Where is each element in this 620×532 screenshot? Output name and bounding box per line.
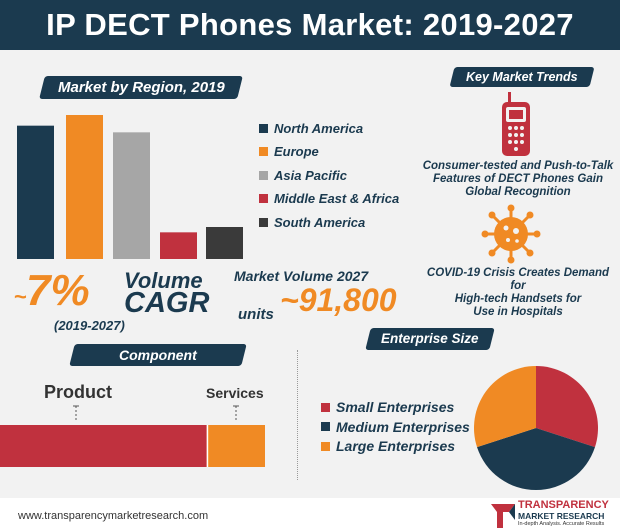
trend-2-line-2: High-tech Handsets for <box>454 293 582 305</box>
transparency-logo-icon <box>491 504 515 528</box>
legend-label: Europe <box>274 144 319 159</box>
region-legend-item: Middle East & Africa <box>259 190 399 208</box>
region-legend-item: North America <box>259 119 363 137</box>
cagr-block: ~ 7% Volume CAGR (2019-2027) <box>14 266 229 336</box>
legend-swatch <box>321 441 330 451</box>
title-bar <box>0 0 620 50</box>
legend-label: Middle East & Africa <box>274 191 400 206</box>
cagr-period: (2019-2027) <box>54 318 125 333</box>
legend-swatch <box>259 194 268 203</box>
logo-line-1: TRANSPARENCY <box>518 499 609 511</box>
region-bar-3 <box>113 132 150 259</box>
market-volume-prefix: units <box>238 306 274 323</box>
enterprise-legend-item: Large Enterprises <box>321 437 455 455</box>
region-bar-1 <box>17 125 54 260</box>
market-volume-heading: Market Volume 2027 <box>234 268 369 284</box>
legend-swatch <box>259 147 268 156</box>
region-bar-5 <box>206 227 243 259</box>
logo-tagline: In-depth Analysis. Accurate Results <box>518 521 605 527</box>
enterprise-pie-chart <box>474 366 598 490</box>
legend-swatch <box>259 170 268 180</box>
region-heading: Market by Region, 2019 <box>39 76 243 99</box>
legend-swatch <box>259 123 268 133</box>
enterprise-heading: Enterprise Size <box>365 328 495 350</box>
cagr-tilde: ~ <box>14 284 27 309</box>
services-label: Services <box>206 385 264 401</box>
enterprise-legend-item: Medium Enterprises <box>321 418 470 436</box>
enterprise-legend-item: Small Enterprises <box>321 398 454 416</box>
component-bar-services <box>206 425 265 467</box>
legend-swatch <box>259 217 268 227</box>
cagr-label-top: Volume <box>124 268 203 293</box>
legend-swatch <box>321 402 330 412</box>
pie-slice-2 <box>477 428 595 490</box>
footer-url[interactable]: www.transparencymarketresearch.com <box>18 510 209 522</box>
component-bar-product <box>0 425 207 467</box>
region-legend-item: South America <box>259 213 365 231</box>
legend-label: Small Enterprises <box>336 399 455 415</box>
key-trends-heading: Key Market Trends <box>449 67 595 87</box>
trend-1-line-3: Global Recognition <box>465 186 571 198</box>
trend-2-line-3: Use in Hospitals <box>473 306 563 318</box>
footer-logo: TRANSPARENCY MARKET RESEARCH In-depth An… <box>518 500 620 528</box>
legend-swatch <box>321 422 330 431</box>
component-heading: Component <box>69 344 247 366</box>
trend-2-text: COVID-19 Crisis Creates Demand for High-… <box>418 267 618 319</box>
product-label: Product <box>44 382 113 402</box>
market-volume-value: ~91,800 <box>280 282 397 318</box>
legend-label: Large Enterprises <box>336 438 456 454</box>
component-bar-divider <box>206 425 209 467</box>
footer-bar <box>0 498 620 532</box>
pie-slice-1 <box>536 366 598 448</box>
legend-label: Asia Pacific <box>274 167 347 183</box>
virus-icon <box>481 204 541 264</box>
trend-1-text: Consumer-tested and Push-to-Talk Feature… <box>418 160 618 199</box>
region-bar-2 <box>66 115 103 259</box>
region-bar-4 <box>160 232 197 259</box>
cagr-label-bottom: CAGR <box>124 287 210 319</box>
legend-label: North America <box>274 120 364 136</box>
region-legend-item: Asia Pacific <box>259 166 347 184</box>
trend-1-line-1: Consumer-tested and Push-to-Talk <box>422 160 614 172</box>
pie-slice-3 <box>474 366 536 448</box>
trend-1-line-2: Features of DECT Phones Gain <box>433 173 603 185</box>
legend-label: Medium Enterprises <box>336 418 470 435</box>
market-volume-block: Market Volume 2027 units ~91,800 <box>228 268 403 328</box>
section-divider <box>297 350 298 480</box>
region-bar-chart <box>17 115 243 260</box>
phone-icon <box>502 92 530 156</box>
legend-label: South America <box>274 214 366 230</box>
page-title: IP DECT Phones Market: 2019-2027 <box>46 7 574 42</box>
logo-line-2: MARKET RESEARCH <box>518 511 605 521</box>
trend-2-line-1: COVID-19 Crisis Creates Demand for <box>426 267 610 292</box>
component-bar-chart <box>0 405 265 467</box>
region-legend-item: Europe <box>259 143 319 161</box>
cagr-value: 7% <box>26 266 90 315</box>
